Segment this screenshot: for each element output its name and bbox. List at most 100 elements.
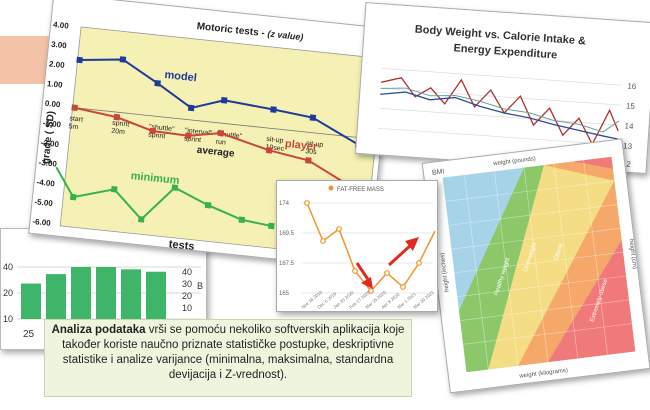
bar-tick-left-2: 20 bbox=[3, 288, 13, 298]
model-marker bbox=[119, 56, 127, 63]
bar-2 bbox=[46, 274, 66, 319]
minimum-marker bbox=[238, 216, 246, 224]
ffm-arrow-up bbox=[387, 237, 419, 267]
minimum-marker bbox=[204, 201, 212, 209]
bar-tick-right-2: 30 bbox=[182, 279, 192, 289]
model-marker bbox=[154, 79, 161, 87]
player-marker bbox=[113, 113, 121, 121]
model-marker bbox=[76, 56, 83, 64]
motoric-title-note: (z value) bbox=[267, 29, 304, 43]
minimum-markers bbox=[69, 184, 275, 230]
bmi-top-axis: weight (pounds) bbox=[492, 156, 536, 167]
motoric-ytick: -1.00 bbox=[42, 119, 62, 130]
bodyweight-tick-5: 12 bbox=[622, 159, 632, 169]
bar-tick-right-1: 40 bbox=[182, 267, 192, 277]
bar-axis-letter: B bbox=[197, 281, 203, 291]
bmi-zone-extremely-obese bbox=[547, 240, 636, 363]
bar-6 bbox=[146, 271, 166, 319]
model-line bbox=[79, 58, 359, 146]
ffm-point bbox=[352, 268, 358, 274]
bmi-bottom-axis: weight (kilograms) bbox=[518, 368, 568, 380]
model-marker bbox=[270, 106, 277, 113]
bmi-zone-obese bbox=[518, 180, 622, 366]
bodyweight-title-line1: Body Weight vs. Calorie Intake & bbox=[414, 24, 586, 48]
ffm-point bbox=[320, 238, 326, 244]
ffm-ytick-1: 174 bbox=[279, 201, 290, 207]
model-marker bbox=[220, 97, 228, 104]
motoric-ytick: -4.00 bbox=[36, 178, 56, 189]
ffm-arrow-down bbox=[355, 262, 373, 289]
ffm-point bbox=[336, 226, 342, 232]
motoric-ytick: 2.00 bbox=[49, 59, 66, 70]
bmi-left-axis: height (inches) bbox=[440, 252, 451, 292]
ffm-point bbox=[416, 260, 422, 266]
bodyweight-title-line2: Energy Expenditure bbox=[453, 42, 558, 61]
bmi-zone-extreme-upper bbox=[573, 156, 613, 169]
bmi-grid bbox=[445, 160, 632, 370]
ffm-xticks: Nov 18 2019 Dec 6 2019 Jan 20 2020 Feb 2… bbox=[300, 289, 435, 310]
ffm-markers bbox=[304, 200, 422, 294]
ffm-point bbox=[304, 200, 310, 206]
bmi-zone-label-obese: Obese bbox=[554, 242, 565, 261]
bar-5 bbox=[121, 269, 141, 319]
bodyweight-tick-2: 15 bbox=[626, 101, 636, 111]
bar-tick-left-1: 40 bbox=[3, 262, 13, 272]
motoric-xtick: sit-up10sec bbox=[265, 136, 286, 153]
bar-tick-right-3: 20 bbox=[182, 291, 192, 301]
label-average: average bbox=[196, 145, 235, 160]
bar-1 bbox=[21, 283, 41, 319]
motoric-title-main: Motoric tests - bbox=[196, 21, 265, 39]
ffm-point bbox=[400, 284, 406, 290]
label-player: player bbox=[284, 138, 318, 153]
player-marker bbox=[217, 129, 225, 137]
player-marker bbox=[71, 104, 78, 112]
ffm-ytick-2: 169.5 bbox=[279, 231, 295, 237]
motoric-ytick: -6.00 bbox=[32, 217, 52, 228]
body-weight-chart: Body Weight vs. Calorie Intake & Energy … bbox=[354, 2, 650, 175]
motoric-xtick: start5m bbox=[68, 115, 83, 131]
bmi-zone-overweight bbox=[488, 156, 617, 370]
ffm-point bbox=[368, 288, 374, 294]
bar-tick-left-3: 10 bbox=[3, 314, 13, 324]
motoric-ytick: 0.00 bbox=[44, 99, 61, 110]
fat-free-mass-chart: FAT-FREE MASS 174 169.5 167.5 165 Nov 18… bbox=[276, 180, 438, 312]
bar-tick-right-4: 10 bbox=[182, 303, 192, 313]
minimum-marker bbox=[110, 186, 118, 193]
motoric-zero-line bbox=[72, 107, 376, 140]
bodyweight-line-a bbox=[380, 77, 619, 146]
label-model: model bbox=[164, 69, 197, 84]
motoric-ytick: 1.00 bbox=[46, 79, 63, 90]
label-minimum: minimum bbox=[130, 170, 180, 187]
motoric-xtick: sit-up30s bbox=[305, 140, 324, 157]
player-marker bbox=[265, 147, 273, 154]
player-marker bbox=[184, 132, 192, 140]
motoric-xtick: "interval"sprint bbox=[184, 127, 213, 145]
motoric-ytick: -3.00 bbox=[38, 158, 58, 169]
bmi-label: BMI bbox=[432, 168, 445, 176]
bmi-chart: BMI weight (pounds) Healthy weight Overw… bbox=[421, 138, 650, 394]
caption-text: vrši se pomoću nekoliko softverskih apli… bbox=[62, 324, 405, 381]
model-marker bbox=[187, 104, 195, 112]
motoric-ytick: -5.00 bbox=[34, 197, 54, 208]
minimum-marker bbox=[69, 193, 77, 201]
bodyweight-tick-3: 14 bbox=[624, 121, 634, 131]
minimum-marker bbox=[171, 184, 179, 191]
player-line bbox=[74, 106, 355, 190]
ffm-ytick-4: 165 bbox=[279, 291, 290, 297]
ffm-legend-marker bbox=[328, 185, 334, 191]
motoric-ytick: 4.00 bbox=[53, 20, 70, 31]
motoric-ytick: -2.00 bbox=[40, 138, 60, 149]
motoric-title: Motoric tests - (z value) bbox=[196, 21, 304, 43]
ffm-gridlines bbox=[301, 202, 433, 294]
bodyweight-line-c bbox=[380, 87, 620, 133]
bar-3 bbox=[71, 267, 91, 319]
ffm-ytick-3: 167.5 bbox=[279, 261, 295, 267]
motoric-xtick: sprint20m bbox=[111, 120, 130, 137]
minimum-marker bbox=[137, 216, 145, 223]
motoric-xtick: "shuttle"sprint bbox=[148, 124, 176, 142]
bodyweight-line-b bbox=[380, 91, 618, 140]
minimum-marker bbox=[268, 222, 275, 230]
ffm-xtick: Mar 30 2021 bbox=[412, 289, 435, 309]
ffm-legend: FAT-FREE MASS bbox=[337, 187, 384, 193]
model-marker bbox=[309, 114, 317, 121]
